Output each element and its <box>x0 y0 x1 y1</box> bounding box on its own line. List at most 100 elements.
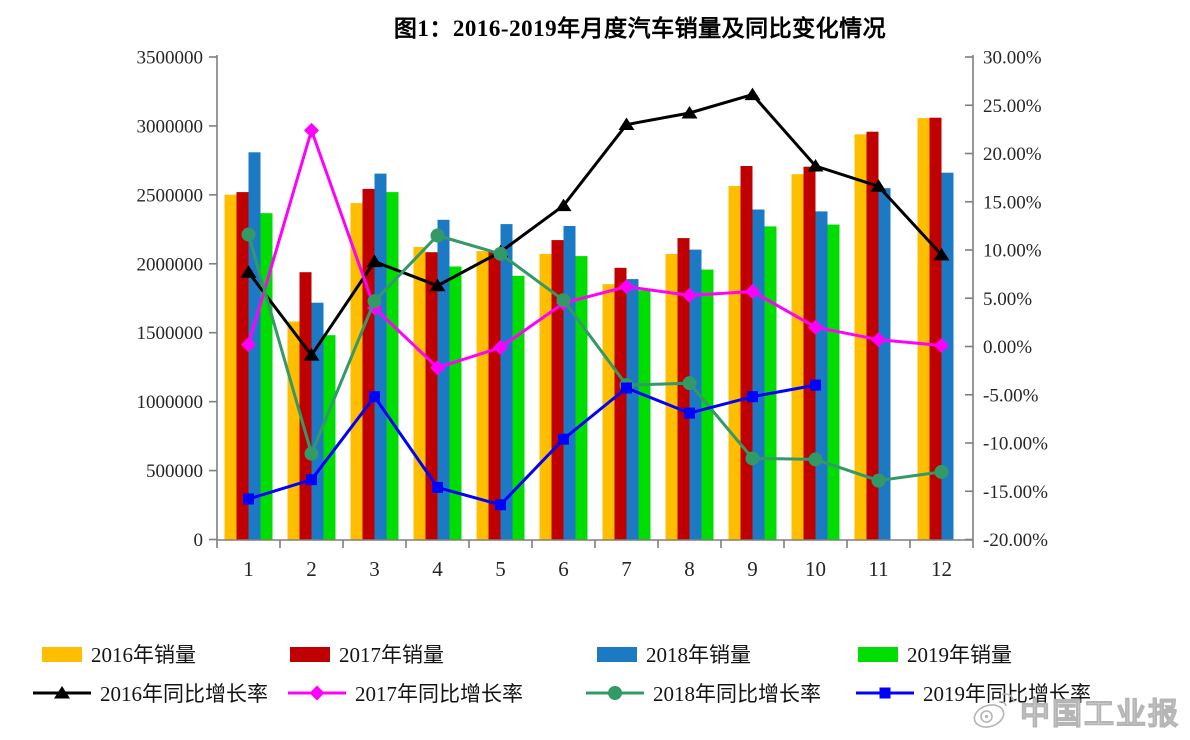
point-2017-growth-month-9 <box>745 283 760 299</box>
x-axis-label-month-1: 1 <box>243 557 254 581</box>
point-2016-growth-month-1 <box>240 265 257 278</box>
bar-2018-sales-month-8 <box>689 249 702 540</box>
bar-2018-sales-month-4 <box>437 219 450 541</box>
legend-marker-sample <box>309 685 325 701</box>
point-2017-growth-month-8 <box>682 287 697 303</box>
chart-canvas: 3500000300000025000002000000150000010000… <box>137 48 1049 582</box>
left-axis-tick-label: 1500000 <box>137 323 204 344</box>
x-axis-label-month-6: 6 <box>558 557 569 581</box>
bar-2016-sales-month-1 <box>224 194 237 540</box>
line-2017-growth <box>247 125 942 370</box>
right-axis-tick-label: -15.00% <box>983 482 1048 503</box>
left-axis-tick-label: 1000000 <box>137 392 204 413</box>
line-2018-growth <box>247 233 942 483</box>
bar-2017-sales-month-10 <box>803 166 816 540</box>
bar-2019-sales-month-9 <box>764 226 777 540</box>
right-axis-tick-label: -5.00% <box>983 385 1039 406</box>
left-axis-tick-label: 2500000 <box>137 185 204 206</box>
bar-2016-sales-month-8 <box>665 254 678 540</box>
x-axis-label-month-4: 4 <box>432 557 443 581</box>
point-2019-growth-month-7 <box>621 382 632 394</box>
point-2018-growth-month-1 <box>241 227 256 242</box>
watermark-text: 中国工业报 <box>1020 698 1180 731</box>
bar-2017-sales-month-7 <box>614 267 627 540</box>
bar-2017-sales-month-8 <box>677 238 690 540</box>
point-2016-growth-month-6 <box>555 198 572 212</box>
x-axis-label-month-10: 10 <box>805 557 826 581</box>
point-2018-growth-month-5 <box>493 246 508 261</box>
legend-swatch-2016-sales <box>42 646 82 662</box>
bar-2017-sales-month-3 <box>362 188 375 540</box>
left-axis-tick-label: 0 <box>194 530 204 551</box>
legend-marker-2018-growth-icon <box>586 686 644 700</box>
x-axis-label-month-8: 8 <box>684 557 695 581</box>
chart-title: 图1：2016-2019年月度汽车销量及同比变化情况 <box>393 16 887 41</box>
point-2017-growth-month-10 <box>808 319 823 335</box>
right-axis-tick-label: 10.00% <box>983 241 1042 262</box>
legend-item-2019-sales: 2019年销量 <box>858 641 1012 667</box>
legend-label-2019-sales: 2019年销量 <box>907 643 1012 667</box>
bar-2018-sales-month-10 <box>815 211 828 540</box>
right-axis-tick-label: 20.00% <box>983 144 1042 165</box>
left-axis-tick-label: 3000000 <box>137 116 204 137</box>
point-2016-growth-month-12 <box>933 247 950 261</box>
bar-2019-sales-month-5 <box>512 275 525 540</box>
point-2017-growth-month-2 <box>304 122 319 138</box>
bar-2019-sales-month-4 <box>449 266 462 540</box>
x-axis-label-month-7: 7 <box>621 557 632 581</box>
point-2018-growth-month-6 <box>556 293 571 308</box>
bar-2016-sales-month-10 <box>791 174 804 540</box>
bar-2018-sales-month-7 <box>626 279 639 540</box>
point-2018-growth-month-12 <box>934 464 949 479</box>
point-2019-growth-month-10 <box>810 379 821 391</box>
bar-2017-sales-month-12 <box>929 117 942 540</box>
bar-2018-sales-month-11 <box>878 188 891 540</box>
bar-2018-sales-month-9 <box>752 209 765 540</box>
point-2018-growth-month-9 <box>745 451 760 466</box>
bar-2017-sales-month-1 <box>236 192 249 540</box>
legend-marker-sample <box>608 686 622 700</box>
point-2017-growth-month-4 <box>430 360 445 376</box>
legend-label-2017-growth: 2017年同比增长率 <box>355 682 523 706</box>
legend-label-2016-sales: 2016年销量 <box>91 643 196 667</box>
right-axis-tick-label: -20.00% <box>983 530 1048 551</box>
point-2016-growth-month-7 <box>618 117 635 131</box>
bar-2018-sales-month-12 <box>941 172 954 540</box>
bar-2017-sales-month-5 <box>488 250 501 540</box>
point-2016-growth-month-11 <box>870 179 887 192</box>
legend-item-2018-sales: 2018年销量 <box>597 641 751 667</box>
point-2017-growth-month-1 <box>241 337 256 353</box>
point-2018-growth-month-11 <box>871 473 886 488</box>
point-2017-growth-month-11 <box>871 332 886 348</box>
x-axis-label-month-9: 9 <box>747 557 758 581</box>
point-2019-growth-month-6 <box>558 433 569 445</box>
legend-label-2018-growth: 2018年同比增长率 <box>653 682 821 706</box>
x-axis-label-month-3: 3 <box>369 557 380 581</box>
bar-2016-sales-month-3 <box>350 203 363 540</box>
right-axis-tick-label: 25.00% <box>983 96 1042 117</box>
x-axis-label-month-11: 11 <box>868 557 888 581</box>
point-2016-growth-month-10 <box>807 159 824 172</box>
legend-item-2017-sales: 2017年销量 <box>290 641 444 667</box>
legend-marker-2019-growth-icon <box>856 687 914 699</box>
point-2019-growth-month-3 <box>369 391 380 403</box>
right-axis-tick-label: 0.00% <box>983 337 1032 358</box>
point-2019-growth-month-9 <box>747 391 758 403</box>
legend-marker-2016-growth-icon <box>33 686 91 699</box>
point-2016-growth-month-9 <box>744 87 761 101</box>
point-2016-growth-month-2 <box>303 348 320 361</box>
point-2018-growth-month-4 <box>430 228 445 243</box>
bar-2018-sales-month-3 <box>374 173 387 540</box>
point-2018-growth-month-3 <box>367 294 382 309</box>
legend-item-2016-sales: 2016年销量 <box>42 641 196 667</box>
point-2017-growth-month-12 <box>934 338 949 354</box>
legend-swatch-2019-sales <box>858 646 898 662</box>
bar-2018-sales-month-5 <box>500 224 513 540</box>
point-2019-growth-month-1 <box>243 493 254 505</box>
x-axis-label-month-2: 2 <box>306 557 317 581</box>
point-2018-growth-month-2 <box>304 446 319 461</box>
x-axis-label-month-5: 5 <box>495 557 506 581</box>
bar-2019-sales-month-7 <box>638 290 651 540</box>
right-axis-tick-label: 5.00% <box>983 289 1032 310</box>
